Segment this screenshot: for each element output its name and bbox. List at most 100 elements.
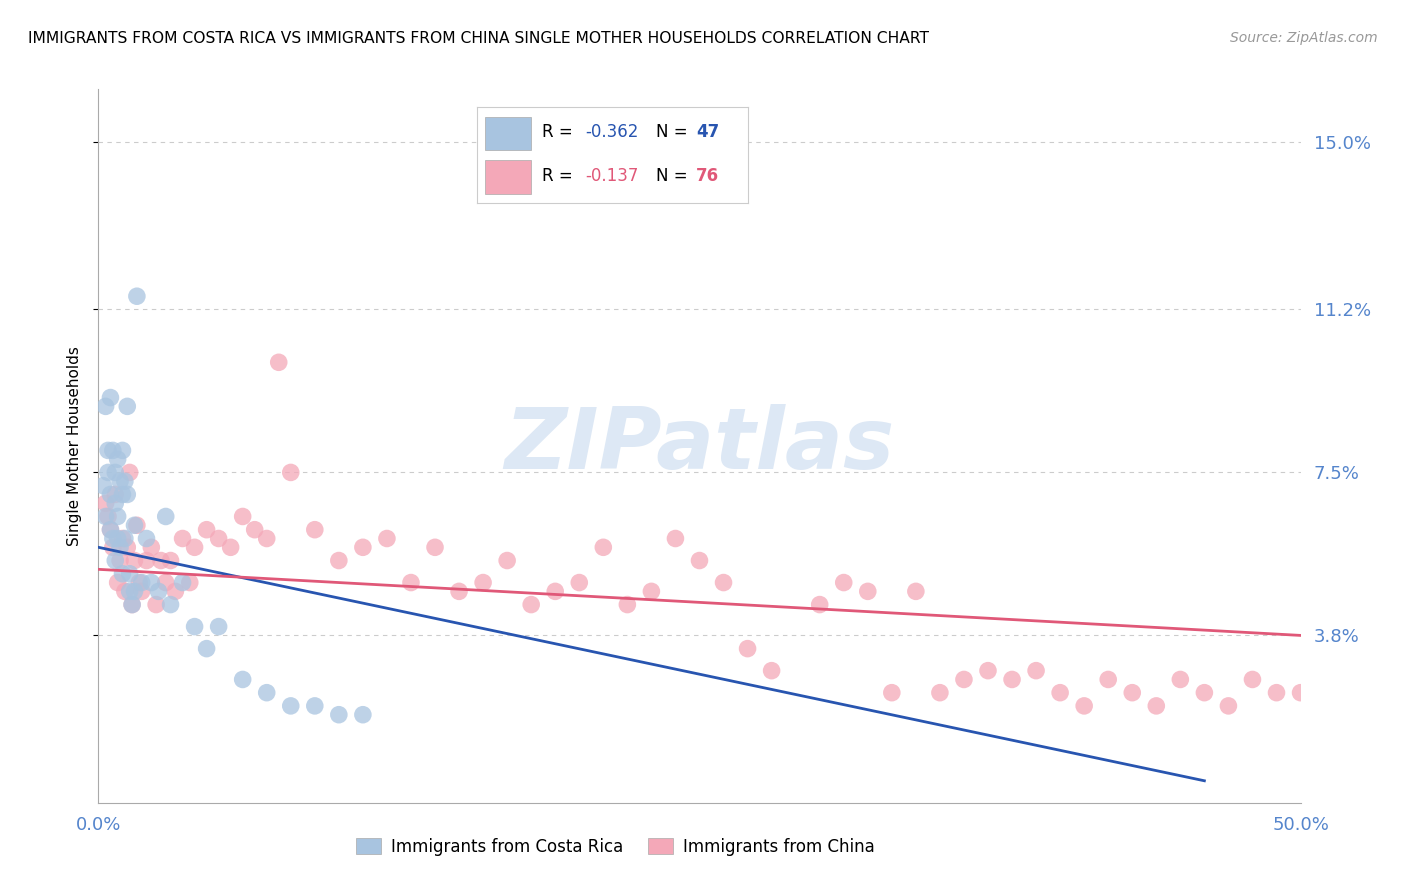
- Point: [141, 541, 163, 555]
- Point: [195, 523, 218, 537]
- Y-axis label: Single Mother Households: Single Mother Households: [66, 346, 82, 546]
- Point: [689, 553, 711, 567]
- Point: [145, 598, 167, 612]
- Point: [107, 532, 129, 546]
- Point: [328, 707, 350, 722]
- Point: [520, 598, 543, 612]
- Point: [159, 598, 181, 612]
- Point: [243, 523, 266, 537]
- Point: [208, 532, 231, 546]
- Point: [256, 686, 278, 700]
- Point: [114, 475, 136, 489]
- Point: [111, 487, 134, 501]
- Point: [165, 584, 187, 599]
- Point: [232, 509, 254, 524]
- Point: [1289, 686, 1312, 700]
- Point: [101, 541, 124, 555]
- Point: [100, 487, 122, 501]
- Point: [107, 452, 129, 467]
- Point: [148, 584, 170, 599]
- Point: [904, 584, 927, 599]
- Point: [1001, 673, 1024, 687]
- Point: [713, 575, 735, 590]
- Point: [1313, 698, 1336, 713]
- Point: [1097, 673, 1119, 687]
- Point: [267, 355, 290, 369]
- Point: [640, 584, 662, 599]
- Point: [616, 598, 638, 612]
- Point: [135, 553, 157, 567]
- Point: [447, 584, 470, 599]
- Point: [832, 575, 855, 590]
- Point: [155, 509, 177, 524]
- Point: [155, 575, 177, 590]
- Point: [172, 575, 194, 590]
- Point: [808, 598, 831, 612]
- Point: [1073, 698, 1095, 713]
- Point: [496, 553, 519, 567]
- Point: [1025, 664, 1047, 678]
- Text: ZIPatlas: ZIPatlas: [505, 404, 894, 488]
- Point: [141, 575, 163, 590]
- Point: [352, 707, 374, 722]
- Point: [568, 575, 591, 590]
- Point: [124, 553, 146, 567]
- Point: [977, 664, 1000, 678]
- Point: [131, 584, 153, 599]
- Point: [352, 541, 374, 555]
- Point: [208, 619, 231, 633]
- Point: [1170, 673, 1192, 687]
- Point: [97, 443, 120, 458]
- Point: [104, 487, 127, 501]
- Point: [117, 487, 139, 501]
- Point: [179, 575, 201, 590]
- Point: [124, 584, 146, 599]
- Point: [114, 532, 136, 546]
- Point: [94, 509, 117, 524]
- Point: [737, 641, 759, 656]
- Point: [1144, 698, 1167, 713]
- Text: IMMIGRANTS FROM COSTA RICA VS IMMIGRANTS FROM CHINA SINGLE MOTHER HOUSEHOLDS COR: IMMIGRANTS FROM COSTA RICA VS IMMIGRANTS…: [28, 31, 929, 46]
- Point: [1241, 673, 1264, 687]
- Point: [104, 553, 127, 567]
- Point: [1121, 686, 1143, 700]
- Point: [399, 575, 422, 590]
- Point: [1194, 686, 1216, 700]
- Point: [880, 686, 903, 700]
- Point: [111, 443, 134, 458]
- Point: [592, 541, 614, 555]
- Point: [114, 584, 136, 599]
- Point: [94, 496, 117, 510]
- Point: [219, 541, 242, 555]
- Point: [159, 553, 181, 567]
- Point: [121, 598, 143, 612]
- Point: [125, 518, 148, 533]
- Point: [118, 566, 141, 581]
- Point: [111, 532, 134, 546]
- Point: [1218, 698, 1240, 713]
- Point: [124, 518, 146, 533]
- Point: [100, 523, 122, 537]
- Point: [111, 566, 134, 581]
- Point: [195, 641, 218, 656]
- Point: [108, 553, 131, 567]
- Point: [256, 532, 278, 546]
- Point: [117, 541, 139, 555]
- Point: [149, 553, 172, 567]
- Point: [328, 553, 350, 567]
- Point: [1265, 686, 1288, 700]
- Point: [118, 584, 141, 599]
- Point: [100, 391, 122, 405]
- Point: [107, 509, 129, 524]
- Point: [304, 523, 326, 537]
- Point: [107, 575, 129, 590]
- Text: Source: ZipAtlas.com: Source: ZipAtlas.com: [1230, 31, 1378, 45]
- Point: [664, 532, 686, 546]
- Point: [183, 541, 205, 555]
- Point: [108, 475, 131, 489]
- Point: [953, 673, 976, 687]
- Point: [131, 575, 153, 590]
- Point: [135, 532, 157, 546]
- Point: [104, 466, 127, 480]
- Point: [172, 532, 194, 546]
